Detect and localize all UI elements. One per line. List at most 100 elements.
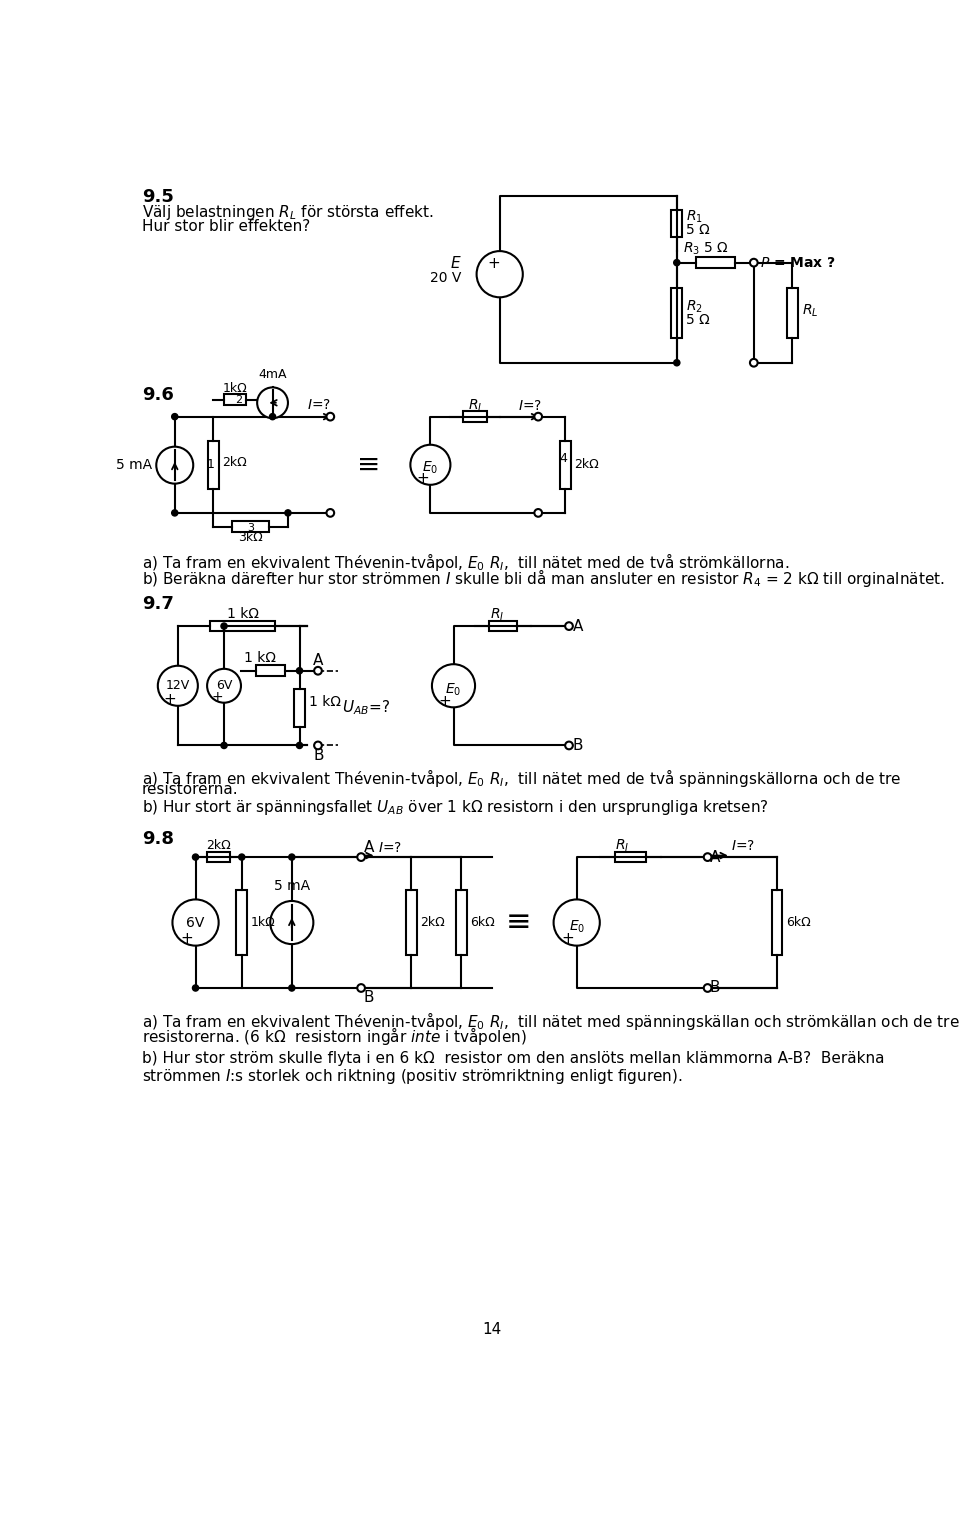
Circle shape <box>565 623 573 630</box>
Text: A: A <box>573 618 584 633</box>
Circle shape <box>221 623 228 629</box>
Bar <box>255 665 285 676</box>
Circle shape <box>674 359 680 365</box>
Text: b) Beräkna därefter hur stor strömmen $I$ skulle bli då man ansluter en resistor: b) Beräkna därefter hur stor strömmen $I… <box>142 567 945 589</box>
Bar <box>772 889 782 956</box>
Bar <box>615 851 646 862</box>
Text: $R_2$: $R_2$ <box>686 298 703 315</box>
Text: 14: 14 <box>482 1321 502 1336</box>
Circle shape <box>314 741 322 750</box>
Text: 20 V: 20 V <box>430 271 461 285</box>
Bar <box>207 851 230 862</box>
Text: 1 kΩ: 1 kΩ <box>227 608 258 621</box>
Bar <box>787 288 798 338</box>
Text: 3: 3 <box>247 523 254 533</box>
Text: B: B <box>364 991 373 1006</box>
Text: +: + <box>561 932 574 947</box>
Text: 2: 2 <box>235 395 243 406</box>
Bar <box>463 411 488 423</box>
Bar <box>560 441 570 489</box>
Bar <box>236 889 247 956</box>
Circle shape <box>270 414 276 420</box>
Bar <box>489 621 516 632</box>
Circle shape <box>173 900 219 945</box>
Circle shape <box>704 985 711 992</box>
Text: $E_0$: $E_0$ <box>568 918 585 935</box>
Text: 5 mA: 5 mA <box>115 458 152 473</box>
Text: b) Hur stor ström skulle flyta i en 6 kΩ  resistor om den anslöts mellan klämmor: b) Hur stor ström skulle flyta i en 6 kΩ… <box>142 1051 884 1067</box>
Circle shape <box>674 259 680 265</box>
Text: 6kΩ: 6kΩ <box>786 917 811 929</box>
Text: 6kΩ: 6kΩ <box>470 917 495 929</box>
Circle shape <box>239 854 245 861</box>
Text: 12V: 12V <box>166 679 190 692</box>
Circle shape <box>192 985 199 991</box>
Text: 2kΩ: 2kΩ <box>223 456 248 470</box>
Bar <box>671 288 683 338</box>
Circle shape <box>172 511 178 517</box>
Bar <box>696 258 734 268</box>
Circle shape <box>326 509 334 517</box>
Text: 9.6: 9.6 <box>142 386 174 405</box>
Text: b) Hur stort är spänningsfallet $U_{AB}$ över 1 kΩ resistorn i den ursprungliga : b) Hur stort är spänningsfallet $U_{AB}$… <box>142 798 768 817</box>
Bar <box>225 394 246 405</box>
Text: $R_3$ 5 Ω: $R_3$ 5 Ω <box>683 241 729 258</box>
Circle shape <box>750 259 757 267</box>
Text: B: B <box>573 738 584 753</box>
Circle shape <box>289 985 295 991</box>
Circle shape <box>172 414 178 420</box>
Text: +: + <box>417 471 429 486</box>
Text: 6V: 6V <box>186 915 204 930</box>
Text: $R_L$: $R_L$ <box>802 303 818 320</box>
Text: 4: 4 <box>559 451 566 465</box>
Text: resistorerna. (6 kΩ  resistorn ingår $\it{inte}$ i tvåpolen): resistorerna. (6 kΩ resistorn ingår $\it… <box>142 1026 526 1047</box>
Circle shape <box>704 853 711 861</box>
Text: 1kΩ: 1kΩ <box>223 382 248 395</box>
Circle shape <box>207 668 241 703</box>
Text: $I$=?: $I$=? <box>307 398 331 412</box>
Circle shape <box>157 665 198 706</box>
Circle shape <box>271 901 313 944</box>
Text: 1kΩ: 1kΩ <box>251 917 276 929</box>
Circle shape <box>535 509 542 517</box>
Text: $I$=?: $I$=? <box>518 398 542 414</box>
Text: 9.5: 9.5 <box>142 188 174 206</box>
Text: 2kΩ: 2kΩ <box>420 917 445 929</box>
Text: +: + <box>211 691 223 704</box>
Text: 4mA: 4mA <box>258 368 287 382</box>
Circle shape <box>289 854 295 861</box>
Text: $P$ = Max ?: $P$ = Max ? <box>760 256 836 270</box>
Circle shape <box>565 741 573 750</box>
Text: ≡: ≡ <box>357 451 380 479</box>
Text: $R_1$: $R_1$ <box>686 208 703 224</box>
Text: a) Ta fram en ekvivalent Thévenin-tvåpol, $E_0$ $R_I$,  till nätet med de två sp: a) Ta fram en ekvivalent Thévenin-tvåpol… <box>142 767 901 789</box>
Circle shape <box>410 445 450 485</box>
Circle shape <box>156 447 193 483</box>
Text: 6V: 6V <box>216 679 232 692</box>
Circle shape <box>357 985 365 992</box>
Text: 9.8: 9.8 <box>142 830 174 848</box>
Text: +: + <box>439 694 451 709</box>
Circle shape <box>554 900 600 945</box>
Text: 5 Ω: 5 Ω <box>686 314 709 327</box>
Bar <box>406 889 417 956</box>
Text: Välj belastningen $R_L$ för största effekt.: Välj belastningen $R_L$ för största effe… <box>142 203 433 223</box>
Circle shape <box>358 854 364 861</box>
Circle shape <box>476 251 523 297</box>
Circle shape <box>326 412 334 421</box>
Circle shape <box>297 668 302 674</box>
Text: +: + <box>487 256 500 271</box>
Text: $R_I$: $R_I$ <box>491 606 505 623</box>
Text: 5 Ω: 5 Ω <box>686 223 709 236</box>
Circle shape <box>314 667 322 674</box>
Text: 2kΩ: 2kΩ <box>206 839 231 851</box>
Text: a) Ta fram en ekvivalent Thévenin-tvåpol, $E_0$ $R_I$,  till nätet med de två st: a) Ta fram en ekvivalent Thévenin-tvåpol… <box>142 551 789 573</box>
Text: A: A <box>709 850 720 865</box>
Text: 9.7: 9.7 <box>142 595 174 614</box>
Bar <box>232 521 269 532</box>
Circle shape <box>221 742 228 748</box>
Circle shape <box>750 359 757 367</box>
Text: 3kΩ: 3kΩ <box>238 532 263 544</box>
Text: a) Ta fram en ekvivalent Thévenin-tvåpol, $E_0$ $R_I$,  till nätet med spännings: a) Ta fram en ekvivalent Thévenin-tvåpol… <box>142 1009 959 1032</box>
Circle shape <box>285 511 291 517</box>
